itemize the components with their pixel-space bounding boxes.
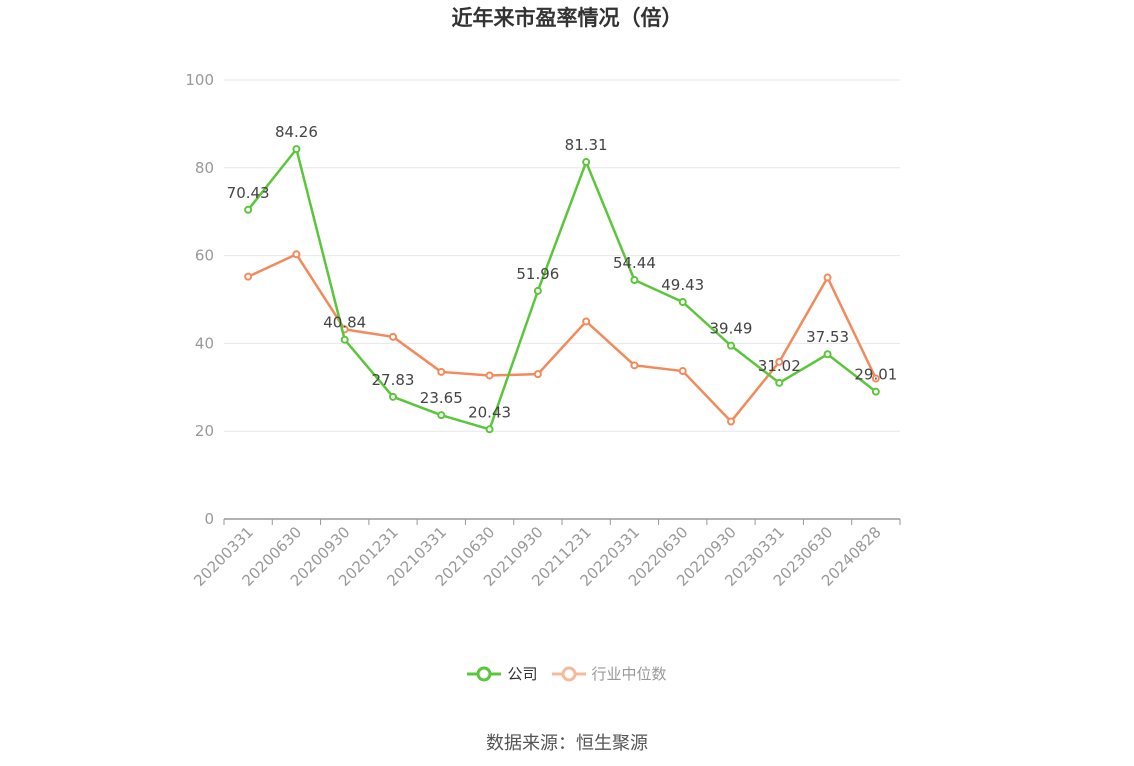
company-data-label: 27.83 [372,371,415,389]
series [244,145,880,434]
company-point[interactable] [340,335,349,344]
industry-point[interactable] [389,332,397,341]
y-tick-label: 40 [195,334,214,352]
industry-point[interactable] [485,371,494,380]
y-tick-label: 0 [204,510,214,528]
company-data-label: 37.53 [806,328,849,346]
industry-point[interactable] [727,417,735,426]
company-point[interactable] [775,378,784,387]
industry-point[interactable] [823,273,832,282]
company-line [247,147,877,431]
industry-point[interactable] [437,367,446,376]
company-data-label: 20.43 [468,403,511,421]
y-tick-label: 80 [195,159,214,177]
industry-point[interactable] [871,374,880,383]
company-data-label: 31.02 [758,357,801,375]
company-point[interactable] [582,158,591,167]
legend-company-marker [467,666,502,681]
company-data-label: 81.31 [565,136,608,154]
source-note: 数据来源：恒生聚源 [486,733,648,754]
company-point[interactable] [727,341,735,350]
legend-industry-label: 行业中位数 [591,665,667,683]
industry-point[interactable] [678,367,687,376]
company-data-label: 40.84 [323,314,366,332]
industry-line [247,253,877,423]
legend: 公司 行业中位数 [0,663,1134,684]
industry-point[interactable] [775,357,784,366]
company-point[interactable] [823,350,832,359]
company-data-label: 49.43 [661,276,704,294]
company-data-label: 23.65 [420,389,463,407]
company-point[interactable] [437,411,446,420]
company-point[interactable] [533,286,542,295]
legend-item-company[interactable]: 公司 [467,663,538,684]
y-tick-label: 20 [195,422,214,440]
legend-company-label: 公司 [507,665,538,683]
industry-point[interactable] [582,317,591,326]
company-data-label: 84.26 [275,123,318,141]
company-point[interactable] [389,392,397,401]
company-point[interactable] [244,205,253,214]
y-tick-label: 100 [185,71,214,89]
company-data-label: 39.49 [710,320,753,338]
y-tick-label: 60 [195,247,214,265]
industry-point[interactable] [630,361,639,370]
industry-point[interactable] [533,370,542,379]
grid-lines [224,79,900,432]
chart-title: 近年来市盈率情况（倍） [451,6,683,30]
data-labels: 70.43 84.26 40.84 27.83 23.65 20.43 51.96 81.31… [227,123,898,421]
company-data-label: 51.96 [516,265,559,283]
company-point[interactable] [485,425,494,434]
company-point[interactable] [292,145,301,154]
legend-industry-marker [551,666,586,681]
company-data-label: 54.44 [613,254,656,272]
company-point[interactable] [630,276,639,285]
industry-point[interactable] [292,250,301,259]
company-point[interactable] [678,298,687,307]
company-data-label: 70.43 [227,184,270,202]
company-data-label: 29.01 [854,366,897,384]
company-point[interactable] [871,387,880,396]
legend-item-industry[interactable]: 行业中位数 [551,663,667,684]
industry-point[interactable] [244,272,253,281]
